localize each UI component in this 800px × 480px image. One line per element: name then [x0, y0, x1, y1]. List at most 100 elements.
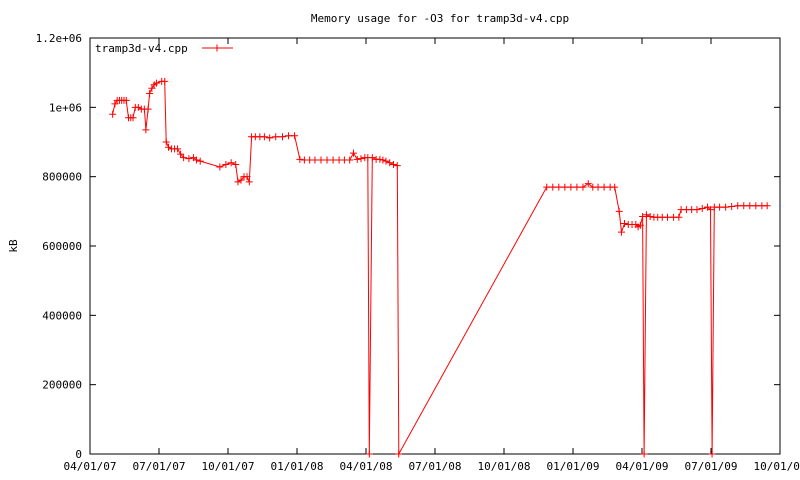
data-point [615, 207, 623, 215]
data-point [600, 183, 608, 191]
y-axis-label: kB [7, 239, 20, 253]
legend-marker-sample [213, 44, 221, 52]
data-point [722, 203, 730, 211]
data-point [237, 176, 245, 184]
data-point [746, 202, 754, 210]
data-point [146, 89, 154, 97]
data-point [243, 173, 251, 181]
y-tick-label: 1.2e+06 [36, 32, 82, 45]
data-point [346, 156, 354, 164]
data-point [594, 183, 602, 191]
data-point [763, 202, 771, 210]
data-point [716, 203, 724, 211]
data-point [584, 180, 592, 188]
data-point [134, 103, 142, 111]
data-point [109, 110, 117, 118]
x-tick-label: 01/01/08 [271, 460, 324, 473]
x-tick-label: 04/01/08 [340, 460, 393, 473]
data-point [386, 159, 394, 167]
data-point [196, 157, 204, 165]
x-tick-label: 10/01/07 [202, 460, 255, 473]
x-tick-label: 01/01/09 [547, 460, 600, 473]
data-point [395, 450, 403, 458]
data-point [152, 79, 160, 87]
data-point [640, 450, 648, 458]
y-tick-label: 200000 [42, 379, 82, 392]
data-point [232, 161, 240, 169]
data-point [543, 183, 551, 191]
data-point [279, 133, 287, 141]
data-point [266, 134, 274, 142]
data-point [573, 183, 581, 191]
data-point [142, 126, 150, 134]
data-point [272, 133, 280, 141]
data-point [642, 211, 650, 219]
data-point [162, 138, 170, 146]
data-point [216, 163, 224, 171]
data-point [393, 162, 401, 170]
data-point [376, 155, 384, 163]
data-point [122, 96, 130, 104]
data-point [646, 213, 654, 221]
x-tick-label: 07/01/08 [409, 460, 462, 473]
data-point [561, 183, 569, 191]
data-point [368, 154, 376, 162]
data-point [296, 155, 304, 163]
legend-label: tramp3d-v4.cpp [95, 42, 188, 55]
data-point [611, 183, 619, 191]
y-axis-ticks: 0 200000 400000 600000 800000 1e+06 1.2e+06 [36, 32, 780, 461]
x-axis-ticks: 04/01/07 07/01/07 10/01/07 01/01/08 04/01/08… [64, 38, 800, 473]
x-tick-label: 10/01/09 [754, 460, 800, 473]
legend: tramp3d-v4.cpp [95, 42, 233, 55]
data-point [165, 143, 173, 151]
x-tick-label: 04/01/07 [64, 460, 117, 473]
data-point [617, 228, 625, 236]
data-point [129, 114, 137, 122]
data-point [707, 206, 715, 214]
data-point [357, 155, 365, 163]
plot-border [89, 37, 781, 455]
data-point [291, 132, 299, 140]
data-point [353, 155, 361, 163]
series-line [112, 80, 768, 456]
series-group [109, 77, 771, 458]
data-point [752, 202, 760, 210]
data-point [382, 157, 390, 165]
data-point [180, 154, 188, 162]
data-point [329, 156, 337, 164]
data-point [579, 183, 587, 191]
data-point [693, 206, 701, 214]
data-point [192, 156, 200, 164]
data-point [365, 450, 373, 458]
data-point [311, 156, 319, 164]
data-point [636, 221, 644, 229]
data-point [185, 155, 193, 163]
data-point [285, 132, 293, 140]
data-point [389, 161, 397, 169]
y-tick-label: 600000 [42, 240, 82, 253]
data-point [234, 178, 242, 186]
data-point [227, 159, 235, 167]
data-point [549, 183, 557, 191]
data-point [555, 183, 563, 191]
data-point [740, 202, 748, 210]
data-point [177, 150, 185, 158]
data-point [144, 105, 152, 113]
data-point [222, 161, 230, 169]
data-point [379, 156, 387, 164]
x-tick-label: 10/01/08 [478, 460, 531, 473]
data-point [639, 213, 647, 221]
data-point [675, 213, 683, 221]
chart-title: Memory usage for -O3 for tramp3d-v4.cpp [311, 12, 569, 25]
data-point [698, 205, 706, 213]
y-tick-label: 0 [75, 448, 82, 461]
x-tick-label: 07/01/07 [133, 460, 186, 473]
x-tick-label: 04/01/09 [616, 460, 669, 473]
data-point [708, 450, 716, 458]
x-tick-label: 07/01/09 [685, 460, 738, 473]
data-point [161, 77, 169, 85]
data-point [317, 156, 325, 164]
plot-frame [89, 37, 781, 455]
data-point [323, 156, 331, 164]
